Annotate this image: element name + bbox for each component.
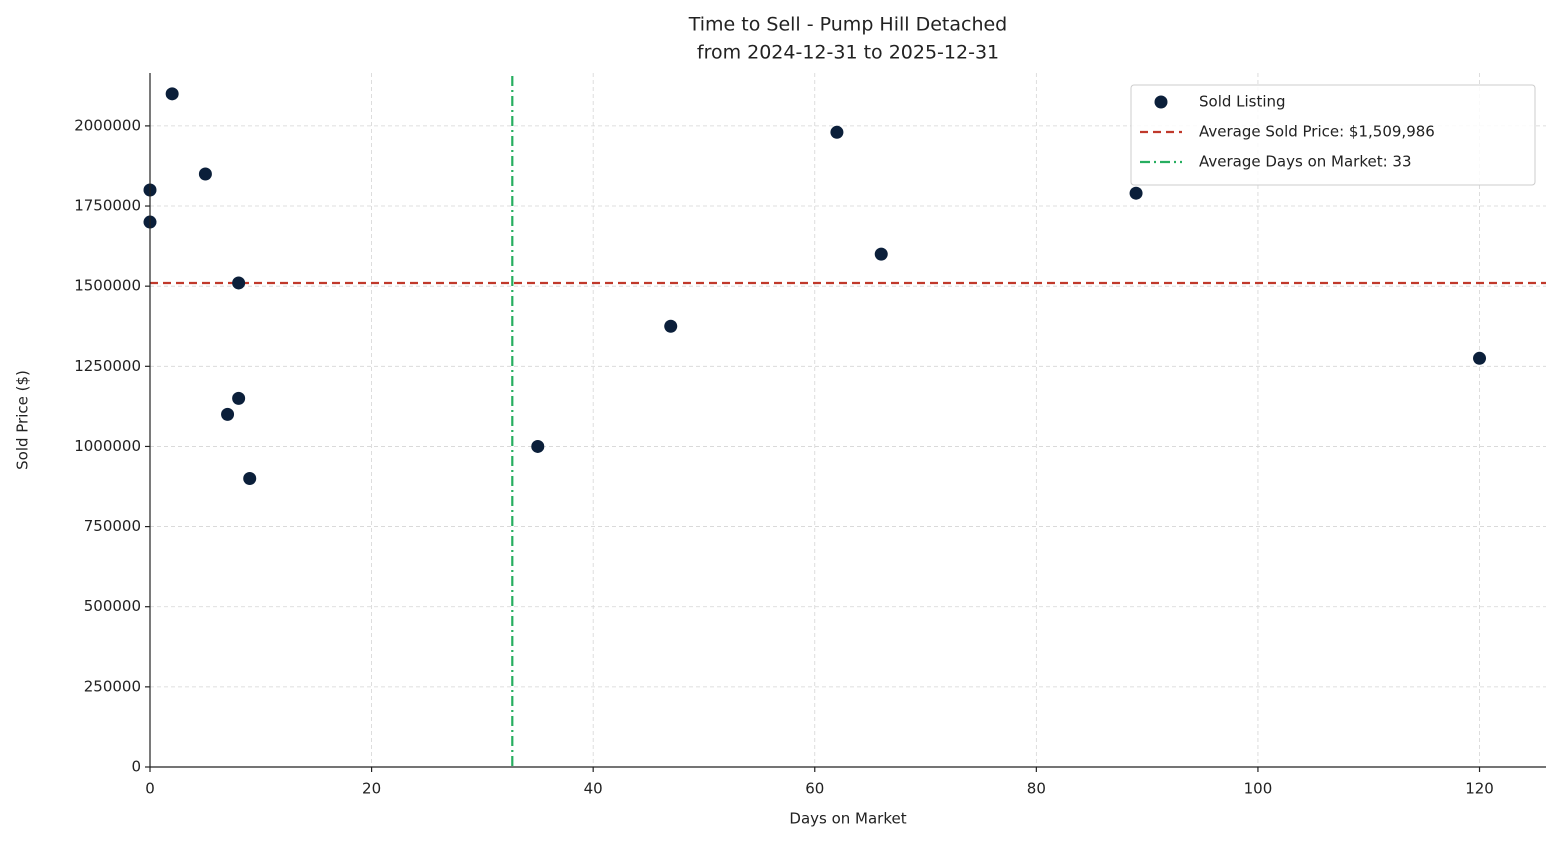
legend-label: Average Days on Market: 33 — [1199, 153, 1412, 171]
y-tick-label: 500000 — [84, 597, 141, 615]
y-tick-label: 1250000 — [74, 357, 141, 375]
legend-box — [1130, 84, 1536, 186]
legend-marker — [1154, 95, 1168, 109]
point — [1129, 186, 1143, 200]
y-tick-label: 750000 — [84, 517, 141, 535]
x-tick-label: 20 — [362, 780, 381, 798]
y-axis-label: Sold Price ($) — [14, 370, 32, 470]
x-tick-label: 80 — [1027, 780, 1046, 798]
point — [165, 87, 179, 101]
point — [221, 407, 235, 421]
point — [874, 247, 888, 261]
point — [232, 276, 246, 290]
y-tick-label: 250000 — [84, 677, 141, 695]
chart-title: Time to Sell - Pump Hill Detached — [688, 14, 1007, 36]
y-tick-label: 1000000 — [74, 437, 141, 455]
x-tick-label: 120 — [1465, 780, 1494, 798]
y-tick-label: 0 — [131, 758, 141, 776]
point — [531, 439, 545, 453]
point — [664, 319, 678, 333]
x-tick-label: 0 — [145, 780, 155, 798]
point — [198, 167, 212, 181]
x-tick-label: 100 — [1244, 780, 1273, 798]
point — [830, 125, 844, 139]
y-tick-label: 1500000 — [74, 277, 141, 295]
legend-label: Average Sold Price: $1,509,986 — [1199, 123, 1435, 141]
legend-label: Sold Listing — [1199, 93, 1286, 111]
y-tick-label: 2000000 — [74, 116, 141, 134]
y-tick-label: 1750000 — [74, 197, 141, 215]
x-tick-label: 40 — [584, 780, 603, 798]
point — [243, 472, 257, 486]
x-tick-label: 60 — [805, 780, 824, 798]
point — [232, 391, 246, 405]
chart-subtitle: from 2024-12-31 to 2025-12-31 — [697, 42, 999, 64]
x-axis-label: Days on Market — [789, 810, 906, 828]
point — [1473, 351, 1487, 365]
